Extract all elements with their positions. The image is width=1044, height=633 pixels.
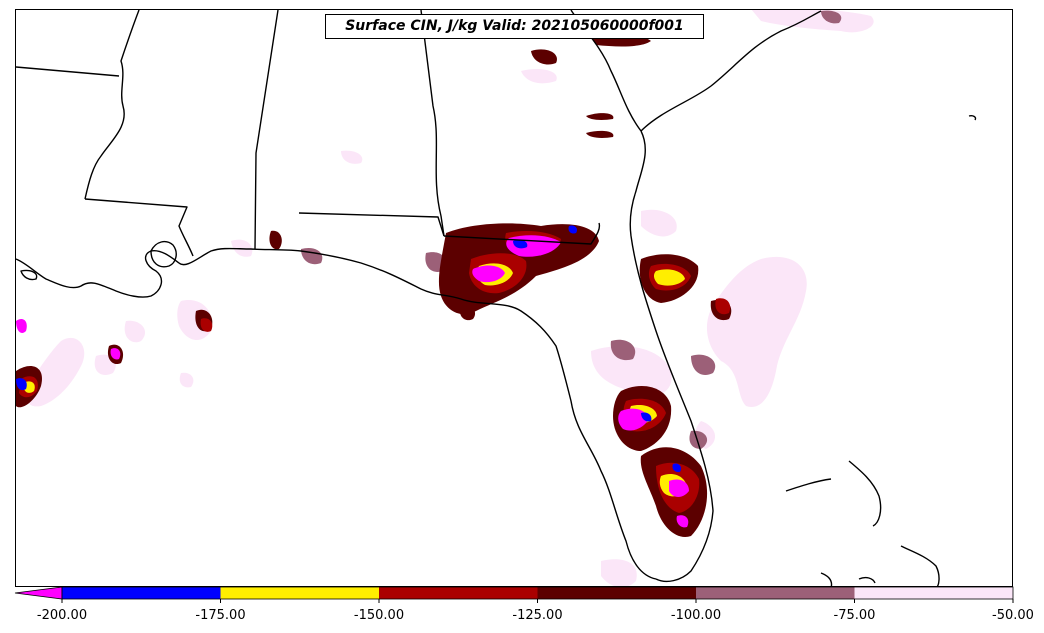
bahamas-island-1 [848,460,882,527]
mississippi-arkansas-border [16,66,120,77]
colorbar-tick-label: -100.00 [670,608,722,623]
coastal-island-east [968,115,977,121]
cin-yellow-areas [23,263,687,497]
georgia-florida-border [443,222,601,245]
coastlines-and-borders [16,10,977,586]
florida-west-coast [250,248,657,580]
gulf-coast-west [16,247,252,298]
louisiana-mississippi-border [84,198,194,257]
mississippi-alabama-border [254,10,279,250]
bahamas-island-3 [900,545,940,586]
colorbar-segment [379,587,538,599]
southeast-atlantic-coast [640,10,822,132]
florida-east-coast [630,235,714,583]
cin-blue-areas [16,225,682,473]
cin-mauve-areas [301,10,842,449]
georgia-atlantic-coast [629,130,646,237]
cin-light-pink-areas [25,10,874,586]
map-title: Surface CIN, J/kg Valid: 202105060000f00… [325,14,704,39]
louisiana-delta [150,240,177,268]
colorbar-segment [696,587,855,599]
colorbar-segment [854,587,1013,599]
cin-map [16,10,977,586]
alabama-georgia-border [420,10,445,237]
colorbar-tick-label: -175.00 [195,608,246,623]
colorbar-tick-label: -150.00 [353,608,405,623]
bahamas-island-5 [858,576,876,584]
colorbar [14,586,1014,603]
colorbar-segment [62,587,221,599]
alabama-florida-border [298,212,445,237]
colorbar-segment [220,587,379,599]
louisiana-coast-islands [20,269,38,281]
map-panel [15,9,1013,587]
bahamas-island-2 [785,478,832,492]
mississippi-river-border [84,10,140,200]
bahamas-island-4 [820,572,833,586]
colorbar-tick-label: -125.00 [512,608,563,623]
colorbar-segment [537,587,696,599]
colorbar-tick-label: -75.00 [833,608,876,623]
colorbar-tick-label: -50.00 [992,608,1034,623]
colorbar-under-arrow [14,586,63,600]
colorbar-tick-label: -200.00 [36,608,88,623]
cin-magenta-areas [16,235,689,528]
